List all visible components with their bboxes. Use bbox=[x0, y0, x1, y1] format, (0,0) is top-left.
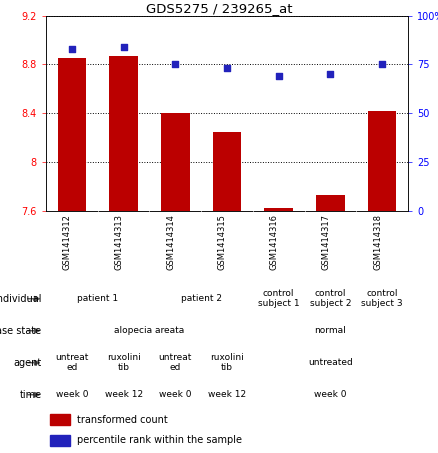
Text: ruxolini
tib: ruxolini tib bbox=[107, 353, 141, 372]
Text: week 12: week 12 bbox=[208, 390, 246, 399]
Text: GSM1414312: GSM1414312 bbox=[63, 214, 72, 270]
Text: GSM1414313: GSM1414313 bbox=[115, 214, 124, 270]
Bar bbox=[58, 58, 86, 211]
Text: GSM1414315: GSM1414315 bbox=[218, 214, 227, 270]
Bar bbox=[368, 111, 396, 211]
Text: control
subject 3: control subject 3 bbox=[361, 289, 403, 308]
Bar bbox=[49, 414, 70, 425]
Bar bbox=[213, 131, 241, 211]
Text: untreat
ed: untreat ed bbox=[159, 353, 192, 372]
Text: alopecia areata: alopecia areata bbox=[114, 326, 184, 335]
Text: time: time bbox=[20, 390, 42, 400]
Text: transformed count: transformed count bbox=[77, 414, 167, 424]
Text: patient 1: patient 1 bbox=[77, 294, 118, 303]
Point bbox=[275, 72, 282, 80]
Point bbox=[120, 43, 127, 51]
Text: untreated: untreated bbox=[308, 358, 353, 367]
Text: control
subject 2: control subject 2 bbox=[310, 289, 351, 308]
Bar bbox=[161, 113, 190, 211]
Text: week 0: week 0 bbox=[56, 390, 88, 399]
Point bbox=[378, 61, 385, 68]
Bar bbox=[316, 195, 345, 211]
Text: GSM1414317: GSM1414317 bbox=[321, 214, 330, 270]
Point bbox=[327, 71, 334, 78]
Point bbox=[223, 65, 230, 72]
Point bbox=[172, 61, 179, 68]
Text: normal: normal bbox=[314, 326, 346, 335]
Text: percentile rank within the sample: percentile rank within the sample bbox=[77, 435, 242, 445]
Text: individual: individual bbox=[0, 294, 42, 304]
Point bbox=[68, 45, 75, 53]
Text: week 0: week 0 bbox=[314, 390, 347, 399]
Bar bbox=[265, 208, 293, 211]
Text: GSM1414314: GSM1414314 bbox=[166, 214, 175, 270]
Text: untreat
ed: untreat ed bbox=[55, 353, 88, 372]
Text: disease state: disease state bbox=[0, 326, 42, 336]
Text: ruxolini
tib: ruxolini tib bbox=[210, 353, 244, 372]
Text: agent: agent bbox=[14, 358, 42, 368]
Text: week 12: week 12 bbox=[105, 390, 143, 399]
Text: patient 2: patient 2 bbox=[180, 294, 222, 303]
Text: GSM1414318: GSM1414318 bbox=[373, 214, 382, 270]
Text: control
subject 1: control subject 1 bbox=[258, 289, 300, 308]
Text: GDS5275 / 239265_at: GDS5275 / 239265_at bbox=[146, 2, 292, 15]
Text: week 0: week 0 bbox=[159, 390, 191, 399]
Bar bbox=[110, 56, 138, 211]
Bar bbox=[49, 435, 70, 446]
Text: GSM1414316: GSM1414316 bbox=[270, 214, 279, 270]
